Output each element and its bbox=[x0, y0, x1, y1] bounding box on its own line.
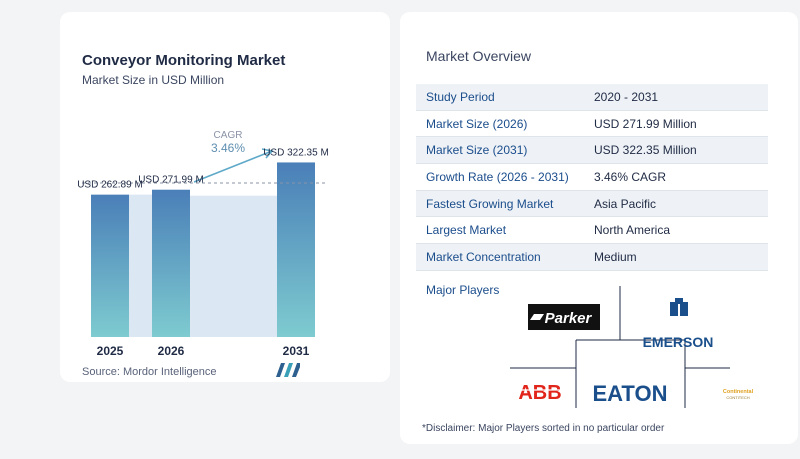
overview-row: Fastest Growing Market Asia Pacific bbox=[416, 190, 768, 218]
bar-2025 bbox=[91, 194, 129, 337]
data-label-2031: USD 322.35 M bbox=[263, 147, 329, 158]
overview-row: Study Period 2020 - 2031 bbox=[416, 84, 768, 111]
overview-value: Medium bbox=[594, 249, 637, 264]
overview-value: North America bbox=[594, 223, 671, 238]
abb-logo: ABB bbox=[518, 382, 562, 404]
overview-row: Largest Market North America bbox=[416, 217, 768, 245]
parker-logo: Parker bbox=[528, 304, 600, 330]
cagr-value: 3.46% bbox=[211, 141, 245, 155]
svg-text:EMERSON: EMERSON bbox=[643, 334, 714, 350]
mordor-logo-icon bbox=[276, 363, 300, 377]
emerson-logo: EMERSON bbox=[643, 298, 714, 350]
overview-label: Fastest Growing Market bbox=[426, 196, 554, 211]
disclaimer: *Disclaimer: Major Players sorted in no … bbox=[422, 423, 665, 434]
x-tick-2031: 2031 bbox=[283, 344, 310, 358]
bar-2031 bbox=[277, 162, 315, 337]
overview-row: Market Concentration Medium bbox=[416, 244, 768, 271]
svg-text:CONTITECH: CONTITECH bbox=[726, 395, 749, 400]
cagr-arrow bbox=[193, 148, 274, 183]
overview-table: Study Period 2020 - 2031 Market Size (202… bbox=[416, 84, 768, 271]
growth-band bbox=[129, 194, 152, 337]
growth-band bbox=[190, 195, 277, 337]
svg-text:Parker: Parker bbox=[545, 310, 593, 327]
overview-label: Market Size (2031) bbox=[426, 143, 528, 158]
overview-label: Market Concentration bbox=[426, 249, 541, 264]
eaton-logo: EATON bbox=[593, 381, 668, 406]
overview-value: 2020 - 2031 bbox=[594, 89, 659, 104]
svg-text:Continental: Continental bbox=[723, 389, 754, 395]
bar-2026 bbox=[152, 189, 190, 337]
overview-value: USD 271.99 Million bbox=[594, 116, 697, 131]
bar-chart: CAGR 3.46% USD 262.89 M 2025 USD 271.99 M 2… bbox=[77, 130, 329, 358]
overview-label: Market Size (2026) bbox=[426, 116, 528, 131]
overview-label: Growth Rate (2026 - 2031) bbox=[426, 169, 569, 184]
major-players-title: Major Players bbox=[426, 283, 500, 297]
market-size-card: Conveyor Monitoring Market Market Size i… bbox=[60, 12, 390, 382]
overview-value: USD 322.35 Million bbox=[594, 143, 697, 158]
data-label-2026: USD 271.99 M bbox=[138, 175, 204, 186]
x-tick-2026: 2026 bbox=[158, 344, 185, 358]
continental-logo: Continental CONTITECH bbox=[723, 389, 754, 400]
cagr-label: CAGR bbox=[214, 130, 243, 141]
overview-row: Market Size (2026) USD 271.99 Million bbox=[416, 111, 768, 138]
overview-row: Growth Rate (2026 - 2031) 3.46% CAGR bbox=[416, 164, 768, 191]
overview-label: Study Period bbox=[426, 89, 495, 104]
x-tick-2025: 2025 bbox=[97, 344, 124, 358]
chart-subtitle: Market Size in USD Million bbox=[82, 73, 225, 87]
data-label-2025: USD 262.89 M bbox=[77, 180, 143, 191]
source-note: Source: Mordor Intelligence bbox=[82, 366, 217, 378]
overview-value: 3.46% CAGR bbox=[594, 169, 667, 184]
overview-value: Asia Pacific bbox=[594, 196, 657, 211]
svg-text:ABB: ABB bbox=[518, 382, 561, 404]
chart-title: Conveyor Monitoring Market bbox=[82, 52, 286, 69]
svg-text:EATON: EATON bbox=[593, 381, 668, 406]
logo-grid-lines bbox=[510, 286, 730, 408]
major-players-logos: Parker EMERSON ABB EATON Continental CON… bbox=[510, 286, 754, 408]
overview-title: Market Overview bbox=[426, 48, 532, 64]
market-overview-card: Market Overview Study Period 2020 - 2031 … bbox=[400, 12, 798, 444]
overview-label: Largest Market bbox=[426, 223, 507, 238]
overview-row: Market Size (2031) USD 322.35 Million bbox=[416, 137, 768, 165]
